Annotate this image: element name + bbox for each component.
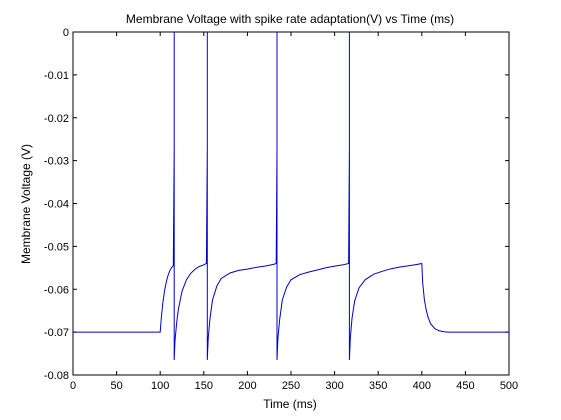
x-tick-label: 400 (413, 380, 431, 392)
y-tick-label: -0.02 (44, 113, 69, 125)
x-axis: 0 50 100 150 200 250 300 350 400 450 500 (70, 32, 518, 392)
x-tick-label: 250 (282, 380, 300, 392)
x-tick-label: 200 (238, 380, 256, 392)
chart-title: Membrane Voltage with spike rate adaptat… (126, 12, 454, 26)
plot-area (72, 31, 510, 376)
y-axis-label: Membrane Voltage (V) (19, 144, 33, 264)
x-tick-label: 100 (151, 380, 169, 392)
y-tick-label: -0.04 (44, 199, 69, 211)
y-tick-label: 0 (63, 27, 69, 39)
x-axis-label: Time (ms) (263, 397, 317, 411)
x-tick-label: 300 (325, 380, 343, 392)
y-tick-label: -0.07 (44, 327, 69, 339)
x-tick-label: 450 (456, 380, 474, 392)
y-axis: 0 -0.01 -0.02 -0.03 -0.04 -0.05 -0.06 -0.07 -0.0… (44, 27, 509, 382)
y-tick-label: -0.06 (44, 284, 69, 296)
x-tick-label: 0 (70, 380, 76, 392)
membrane-voltage-line (73, 32, 509, 361)
x-tick-label: 150 (195, 380, 213, 392)
x-tick-label: 50 (110, 380, 122, 392)
y-tick-label: -0.03 (44, 156, 69, 168)
x-tick-label: 350 (369, 380, 387, 392)
y-tick-label: -0.05 (44, 241, 69, 253)
y-tick-label: -0.01 (44, 70, 69, 82)
x-tick-label: 500 (500, 380, 518, 392)
y-tick-label: -0.08 (44, 370, 69, 382)
